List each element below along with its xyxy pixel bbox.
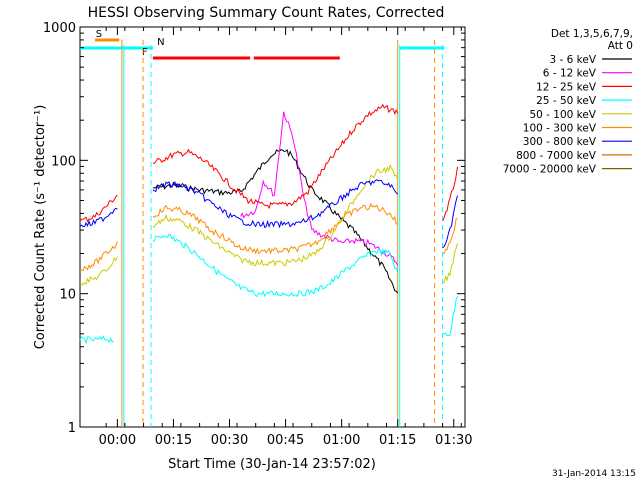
y-tick-label: 1000 bbox=[43, 21, 76, 36]
series-line bbox=[79, 179, 458, 249]
flag-label-N: N bbox=[157, 37, 164, 48]
legend-label: 6 - 12 keV bbox=[543, 68, 597, 80]
legend-label: 25 - 50 keV bbox=[536, 95, 597, 107]
legend-header: Att 0 bbox=[608, 40, 633, 52]
legend-label: 50 - 100 keV bbox=[529, 109, 596, 121]
flag-label-F: F bbox=[142, 47, 148, 58]
series-line bbox=[79, 163, 458, 286]
y-axis-label: Corrected Count Rate (s⁻¹ detector⁻¹) bbox=[33, 105, 48, 350]
series-lines bbox=[79, 103, 458, 345]
series-line bbox=[79, 202, 458, 272]
x-tick-label: 00:30 bbox=[211, 433, 248, 448]
x-tick-label: 00:15 bbox=[155, 433, 192, 448]
data-gap-markers bbox=[121, 40, 444, 427]
attenuator-flags: S NF bbox=[80, 29, 445, 60]
series-line bbox=[240, 111, 399, 266]
y-axis: 1 10 100 1000 bbox=[43, 21, 465, 436]
legend-header: Det 1,3,5,6,7,9, bbox=[551, 28, 633, 40]
legend: Det 1,3,5,6,7,9,Att 0 3 - 6 keV 6 - 12 keV… bbox=[503, 28, 633, 176]
x-tick-label: 00:45 bbox=[267, 433, 304, 448]
series-line bbox=[79, 103, 458, 223]
legend-label: 12 - 25 keV bbox=[536, 81, 597, 93]
legend-label: 100 - 300 keV bbox=[523, 123, 597, 135]
flag-label-S: S bbox=[96, 29, 102, 40]
x-axis-label: Start Time (30-Jan-14 23:57:02) bbox=[168, 457, 376, 472]
x-tick-label: 01:00 bbox=[323, 433, 360, 448]
x-tick-label: 01:15 bbox=[379, 433, 416, 448]
legend-label: 7000 - 20000 keV bbox=[503, 164, 597, 176]
x-tick-label: 00:00 bbox=[99, 433, 136, 448]
series-line bbox=[79, 233, 458, 345]
x-axis: 00:00 00:15 00:30 00:45 01:00 01:15 01:30 bbox=[99, 27, 473, 448]
x-tick-label: 01:30 bbox=[435, 433, 472, 448]
y-tick-label: 10 bbox=[59, 288, 76, 303]
legend-label: 300 - 800 keV bbox=[523, 136, 597, 148]
timestamp: 31-Jan-2014 13:15 bbox=[552, 469, 636, 479]
chart-title: HESSI Observing Summary Count Rates, Cor… bbox=[88, 5, 445, 21]
legend-label: 3 - 6 keV bbox=[549, 54, 596, 66]
plot-area-frame bbox=[79, 26, 466, 428]
legend-label: 800 - 7000 keV bbox=[516, 150, 597, 162]
y-tick-label: 1 bbox=[68, 421, 76, 436]
y-tick-label: 100 bbox=[51, 154, 76, 169]
